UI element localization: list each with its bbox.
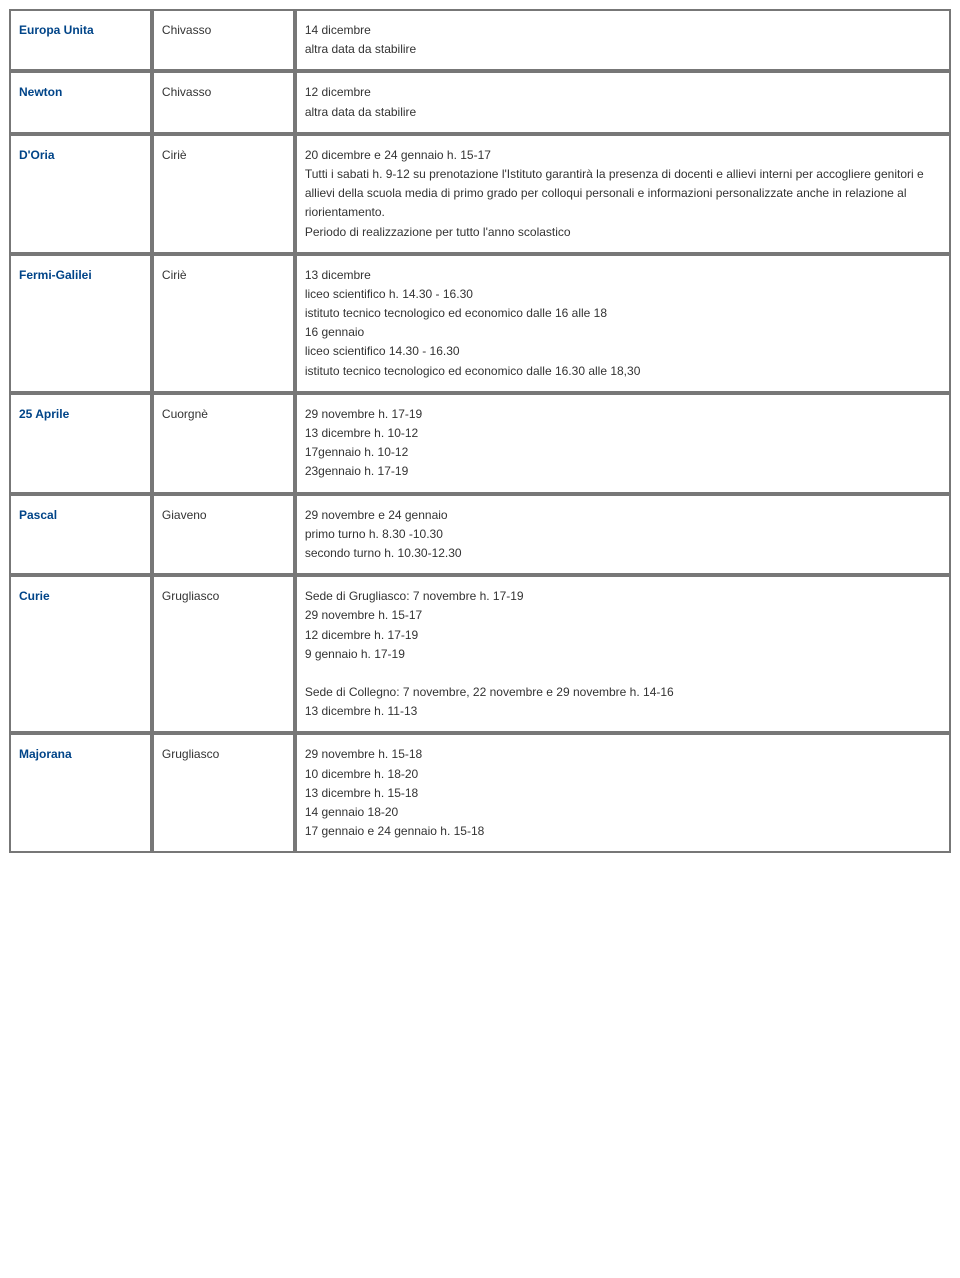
school-details: 13 dicembre liceo scientifico h. 14.30 -… xyxy=(296,255,950,392)
school-details: 12 dicembre altra data da stabilire xyxy=(296,72,950,132)
school-location: Cuorgnè xyxy=(153,394,294,493)
schedule-table: Europa UnitaChivasso14 dicembre altra da… xyxy=(8,8,952,854)
school-name: Curie xyxy=(10,576,151,732)
school-details: Sede di Grugliasco: 7 novembre h. 17-19 … xyxy=(296,576,950,732)
table-row: D'OriaCiriè20 dicembre e 24 gennaio h. 1… xyxy=(10,135,950,253)
table-row: PascalGiaveno29 novembre e 24 gennaio pr… xyxy=(10,495,950,575)
school-name: Fermi-Galilei xyxy=(10,255,151,392)
table-body: Europa UnitaChivasso14 dicembre altra da… xyxy=(10,10,950,852)
table-row: Europa UnitaChivasso14 dicembre altra da… xyxy=(10,10,950,70)
school-location: Grugliasco xyxy=(153,576,294,732)
table-row: MajoranaGrugliasco29 novembre h. 15-18 1… xyxy=(10,734,950,852)
school-location: Ciriè xyxy=(153,135,294,253)
school-name: Pascal xyxy=(10,495,151,575)
school-name: Europa Unita xyxy=(10,10,151,70)
school-details: 20 dicembre e 24 gennaio h. 15-17 Tutti … xyxy=(296,135,950,253)
school-location: Giaveno xyxy=(153,495,294,575)
table-row: 25 AprileCuorgnè29 novembre h. 17-19 13 … xyxy=(10,394,950,493)
school-location: Chivasso xyxy=(153,72,294,132)
school-details: 29 novembre h. 17-19 13 dicembre h. 10-1… xyxy=(296,394,950,493)
school-name: Newton xyxy=(10,72,151,132)
school-name: 25 Aprile xyxy=(10,394,151,493)
table-row: NewtonChivasso12 dicembre altra data da … xyxy=(10,72,950,132)
school-details: 14 dicembre altra data da stabilire xyxy=(296,10,950,70)
table-row: CurieGrugliascoSede di Grugliasco: 7 nov… xyxy=(10,576,950,732)
school-location: Ciriè xyxy=(153,255,294,392)
table-row: Fermi-GalileiCiriè13 dicembre liceo scie… xyxy=(10,255,950,392)
school-name: Majorana xyxy=(10,734,151,852)
school-location: Grugliasco xyxy=(153,734,294,852)
school-details: 29 novembre h. 15-18 10 dicembre h. 18-2… xyxy=(296,734,950,852)
school-name: D'Oria xyxy=(10,135,151,253)
school-details: 29 novembre e 24 gennaio primo turno h. … xyxy=(296,495,950,575)
school-location: Chivasso xyxy=(153,10,294,70)
